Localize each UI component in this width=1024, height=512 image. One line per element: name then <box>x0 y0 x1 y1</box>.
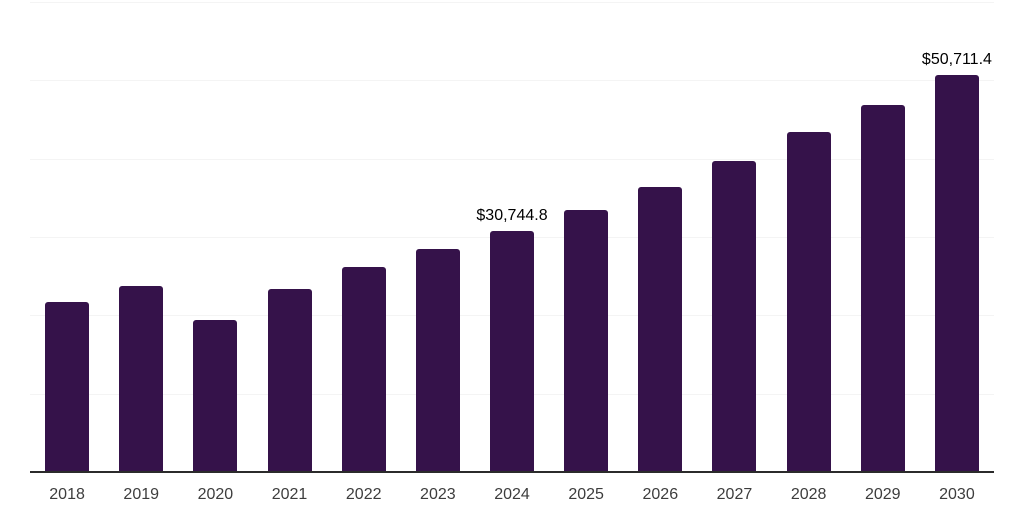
gridline <box>30 80 994 82</box>
bar-2020 <box>193 319 238 472</box>
gridline <box>30 158 994 160</box>
bar-2026 <box>638 187 683 472</box>
bar-value-label: $30,744.8 <box>476 207 548 225</box>
x-tick-label: 2029 <box>864 486 901 503</box>
bar-2018 <box>45 302 90 472</box>
bar-2030 <box>934 74 979 472</box>
bar-2025 <box>564 210 609 472</box>
bar-2023 <box>415 249 460 472</box>
x-tick-label: 2018 <box>49 486 85 503</box>
bar-2019 <box>119 285 164 472</box>
x-axis-line <box>30 471 994 473</box>
bar-2029 <box>860 104 905 472</box>
x-tick-label: 2022 <box>345 486 382 503</box>
x-tick-label: 2030 <box>939 486 975 503</box>
bar-2027 <box>712 161 757 472</box>
x-tick-label: 2019 <box>123 486 160 503</box>
x-tick-label: 2028 <box>790 486 827 503</box>
x-tick-label: 2021 <box>271 486 308 503</box>
x-tick-label: 2023 <box>420 486 456 503</box>
x-tick-label: 2024 <box>494 486 530 503</box>
x-tick-label: 2027 <box>716 486 753 503</box>
x-tick-label: 2025 <box>568 486 604 503</box>
gridline <box>30 2 994 3</box>
bar-2022 <box>341 266 386 472</box>
bar-2028 <box>786 132 831 472</box>
x-tick-label: 2026 <box>642 486 679 503</box>
x-tick-label: 2020 <box>197 486 234 503</box>
bar-2024 <box>490 231 534 472</box>
bar-value-label: $50,711.4 <box>921 50 992 68</box>
bar-2021 <box>267 289 312 472</box>
